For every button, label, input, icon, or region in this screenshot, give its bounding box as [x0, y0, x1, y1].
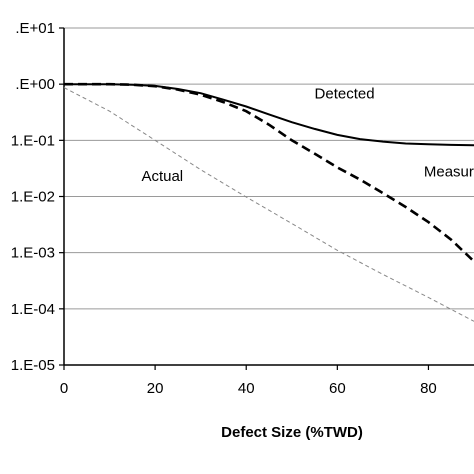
x-tick-label: 40: [238, 380, 255, 397]
y-tick-label: .E+00: [15, 76, 55, 93]
annotation-measured: Measured: [424, 164, 474, 181]
annotation-detected: Detected: [315, 86, 375, 103]
x-tick-label: 20: [147, 380, 164, 397]
x-tick-labels: 0 20 40 60 80: [60, 380, 437, 397]
y-tick-labels: .E+01 .E+00 1.E-01 1.E-02 1.E-03 1.E-04 1.E-05: [11, 20, 55, 374]
axes: [59, 27, 474, 370]
y-tick-label: 1.E-05: [11, 357, 55, 374]
annotation-actual: Actual: [141, 168, 183, 185]
series-line-measured: [64, 82, 474, 263]
x-tick-label: 80: [420, 380, 437, 397]
series-line-actual: [63, 87, 474, 322]
x-tick-label: 0: [60, 380, 68, 397]
y-tick-label: .E+01: [15, 20, 55, 37]
annotations: Detected Measured Actual: [141, 86, 474, 185]
y-tick-label: 1.E-01: [11, 132, 55, 149]
grid: [64, 27, 474, 310]
series-lines: [63, 82, 474, 322]
x-axis-label: Defect Size (%TWD): [221, 424, 363, 441]
y-tick-label: 1.E-04: [11, 301, 55, 318]
x-tick-label: 60: [329, 380, 346, 397]
y-tick-label: 1.E-03: [11, 245, 55, 262]
series-line-detected: [64, 83, 474, 147]
y-tick-label: 1.E-02: [11, 189, 55, 206]
